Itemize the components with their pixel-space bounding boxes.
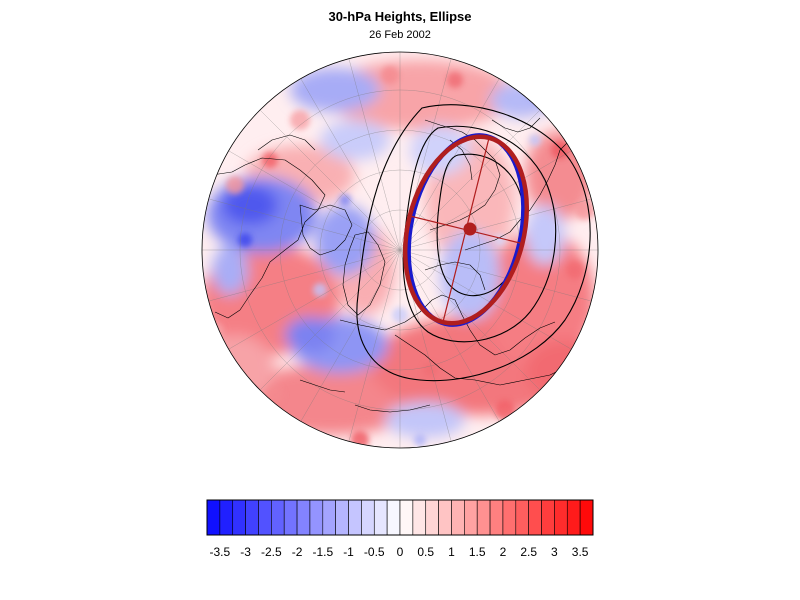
colorbar-cell bbox=[258, 499, 272, 536]
ellipse-center bbox=[463, 222, 477, 236]
ellipse-diagnostics bbox=[402, 133, 530, 327]
colorbar-tick-label: 0 bbox=[397, 545, 404, 559]
anomaly-speckle bbox=[207, 66, 595, 448]
colorbar-tick-label: 2 bbox=[500, 545, 507, 559]
colorbar-tick-label: 3.5 bbox=[572, 545, 589, 559]
graticule bbox=[202, 52, 598, 448]
colorbar-tick-label: -3 bbox=[240, 545, 251, 559]
colorbar-tick-label: -2.5 bbox=[261, 545, 282, 559]
colorbar-cell bbox=[399, 499, 414, 536]
colorbar-tick-label: 3 bbox=[551, 545, 558, 559]
colorbar-cell bbox=[373, 499, 388, 536]
colorbar-tick-label: -1.5 bbox=[312, 545, 333, 559]
colorbar-tick-label: -0.5 bbox=[364, 545, 385, 559]
colorbar-cell bbox=[412, 499, 427, 536]
colorbar-cell bbox=[386, 499, 401, 536]
contour-outer bbox=[356, 104, 591, 382]
colorbar-cell bbox=[271, 499, 285, 536]
colorbar-tick-label: -3.5 bbox=[210, 545, 231, 559]
colorbar-cell bbox=[541, 499, 555, 536]
colorbar-cell bbox=[528, 499, 542, 536]
colorbar-tick-label: 1.5 bbox=[469, 545, 486, 559]
colorbar-cell bbox=[335, 499, 349, 536]
colorbar-cell bbox=[579, 499, 594, 536]
colorbar-tick-label: -1 bbox=[343, 545, 354, 559]
colorbar-cell bbox=[219, 499, 234, 536]
colorbar-cell bbox=[245, 499, 259, 536]
colorbar-cell bbox=[554, 499, 568, 536]
colorbar-cell bbox=[296, 499, 311, 536]
colorbar-tick-label: 1 bbox=[448, 545, 455, 559]
colorbar-cell bbox=[502, 499, 517, 536]
colorbar-cell bbox=[515, 499, 529, 536]
colorbar-cell bbox=[348, 499, 362, 536]
colorbar-cell bbox=[309, 499, 324, 536]
colorbar-cell bbox=[489, 499, 504, 536]
colorbar-cell bbox=[283, 499, 298, 536]
colorbar-tick-label: 2.5 bbox=[520, 545, 537, 559]
contour-inner bbox=[436, 153, 526, 297]
colorbar-cell bbox=[451, 499, 465, 536]
colorbar-cell bbox=[232, 499, 246, 536]
colorbar-cell bbox=[206, 499, 221, 536]
colorbar-cell bbox=[361, 499, 375, 536]
colorbar-tick-label: 0.5 bbox=[417, 545, 434, 559]
chart-title: 30-hPa Heights, Ellipse bbox=[328, 9, 472, 24]
colorbar-cell bbox=[438, 499, 452, 536]
map-border bbox=[201, 51, 599, 449]
colorbar-cell bbox=[464, 499, 478, 536]
colorbar-cell bbox=[566, 499, 581, 536]
colorbar-cell bbox=[425, 499, 439, 536]
chart-date: 26 Feb 2002 bbox=[369, 29, 431, 41]
colorbar-tick-label: -2 bbox=[292, 545, 303, 559]
colorbar-cell bbox=[322, 499, 336, 536]
colorbar-frame bbox=[206, 499, 594, 536]
colorbar-cell bbox=[476, 499, 491, 536]
